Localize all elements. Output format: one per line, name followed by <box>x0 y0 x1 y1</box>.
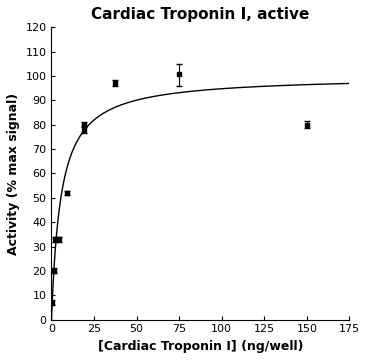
X-axis label: [Cardiac Troponin I] (ng/well): [Cardiac Troponin I] (ng/well) <box>98 340 303 353</box>
Y-axis label: Activity (% max signal): Activity (% max signal) <box>7 93 20 255</box>
Title: Cardiac Troponin I, active: Cardiac Troponin I, active <box>91 7 310 22</box>
